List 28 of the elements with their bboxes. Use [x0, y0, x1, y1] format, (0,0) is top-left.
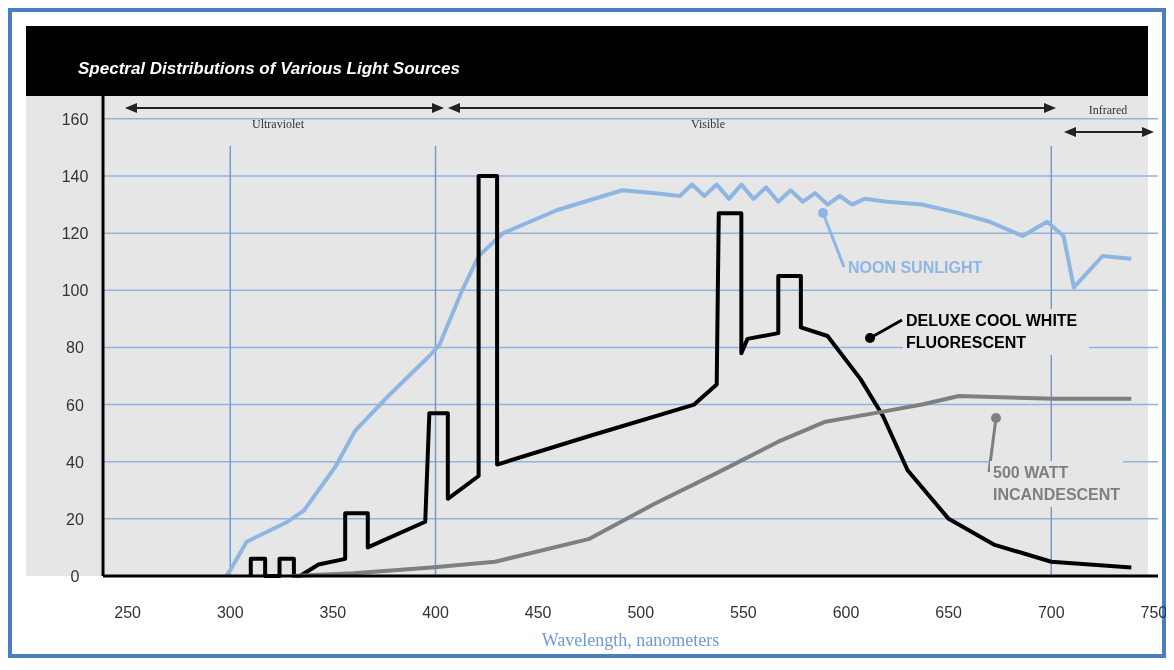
x-tick-label: 350 — [319, 604, 347, 621]
text: 500 WATT INCANDESCENT — [993, 464, 1121, 503]
y-tick-label: 160 — [61, 110, 89, 128]
text: NOON SUNLIGHT — [848, 259, 983, 276]
line-series — [289, 394, 1134, 578]
y-tick-label: 60 — [66, 396, 84, 414]
annotation: Infrared — [1088, 103, 1128, 117]
x-tick-label: 600 — [832, 604, 860, 621]
x-axis-title: Wavelength, nanometers — [541, 630, 720, 650]
y-tick-label: 100 — [61, 282, 89, 300]
y-tick-label: 80 — [66, 339, 84, 357]
x-tick-label: 250 — [114, 604, 142, 621]
annotation: Visible — [691, 117, 725, 131]
y-tick-label: 0 — [70, 568, 80, 585]
y-tick-label: 120 — [61, 225, 89, 243]
annotation: Ultraviolet — [252, 117, 305, 131]
x-tick-label: 400 — [422, 604, 449, 621]
y-tick-label: 40 — [66, 453, 84, 471]
y-tick-label: 140 — [61, 168, 89, 185]
x-tick-label: 550 — [730, 604, 757, 621]
legend-label: DELUXE COOL WHITE FLUORESCENT — [906, 312, 1078, 351]
x-tick-label: 450 — [524, 604, 552, 621]
chart-title: Spectral Distributions of Various Light Sources — [78, 59, 460, 78]
x-tick-label: 700 — [1037, 604, 1065, 621]
y-tick-label: 20 — [66, 510, 84, 528]
x-tick-label: 500 — [627, 604, 655, 621]
x-tick-label: 300 — [216, 604, 244, 621]
x-tick-label: 650 — [935, 604, 963, 621]
